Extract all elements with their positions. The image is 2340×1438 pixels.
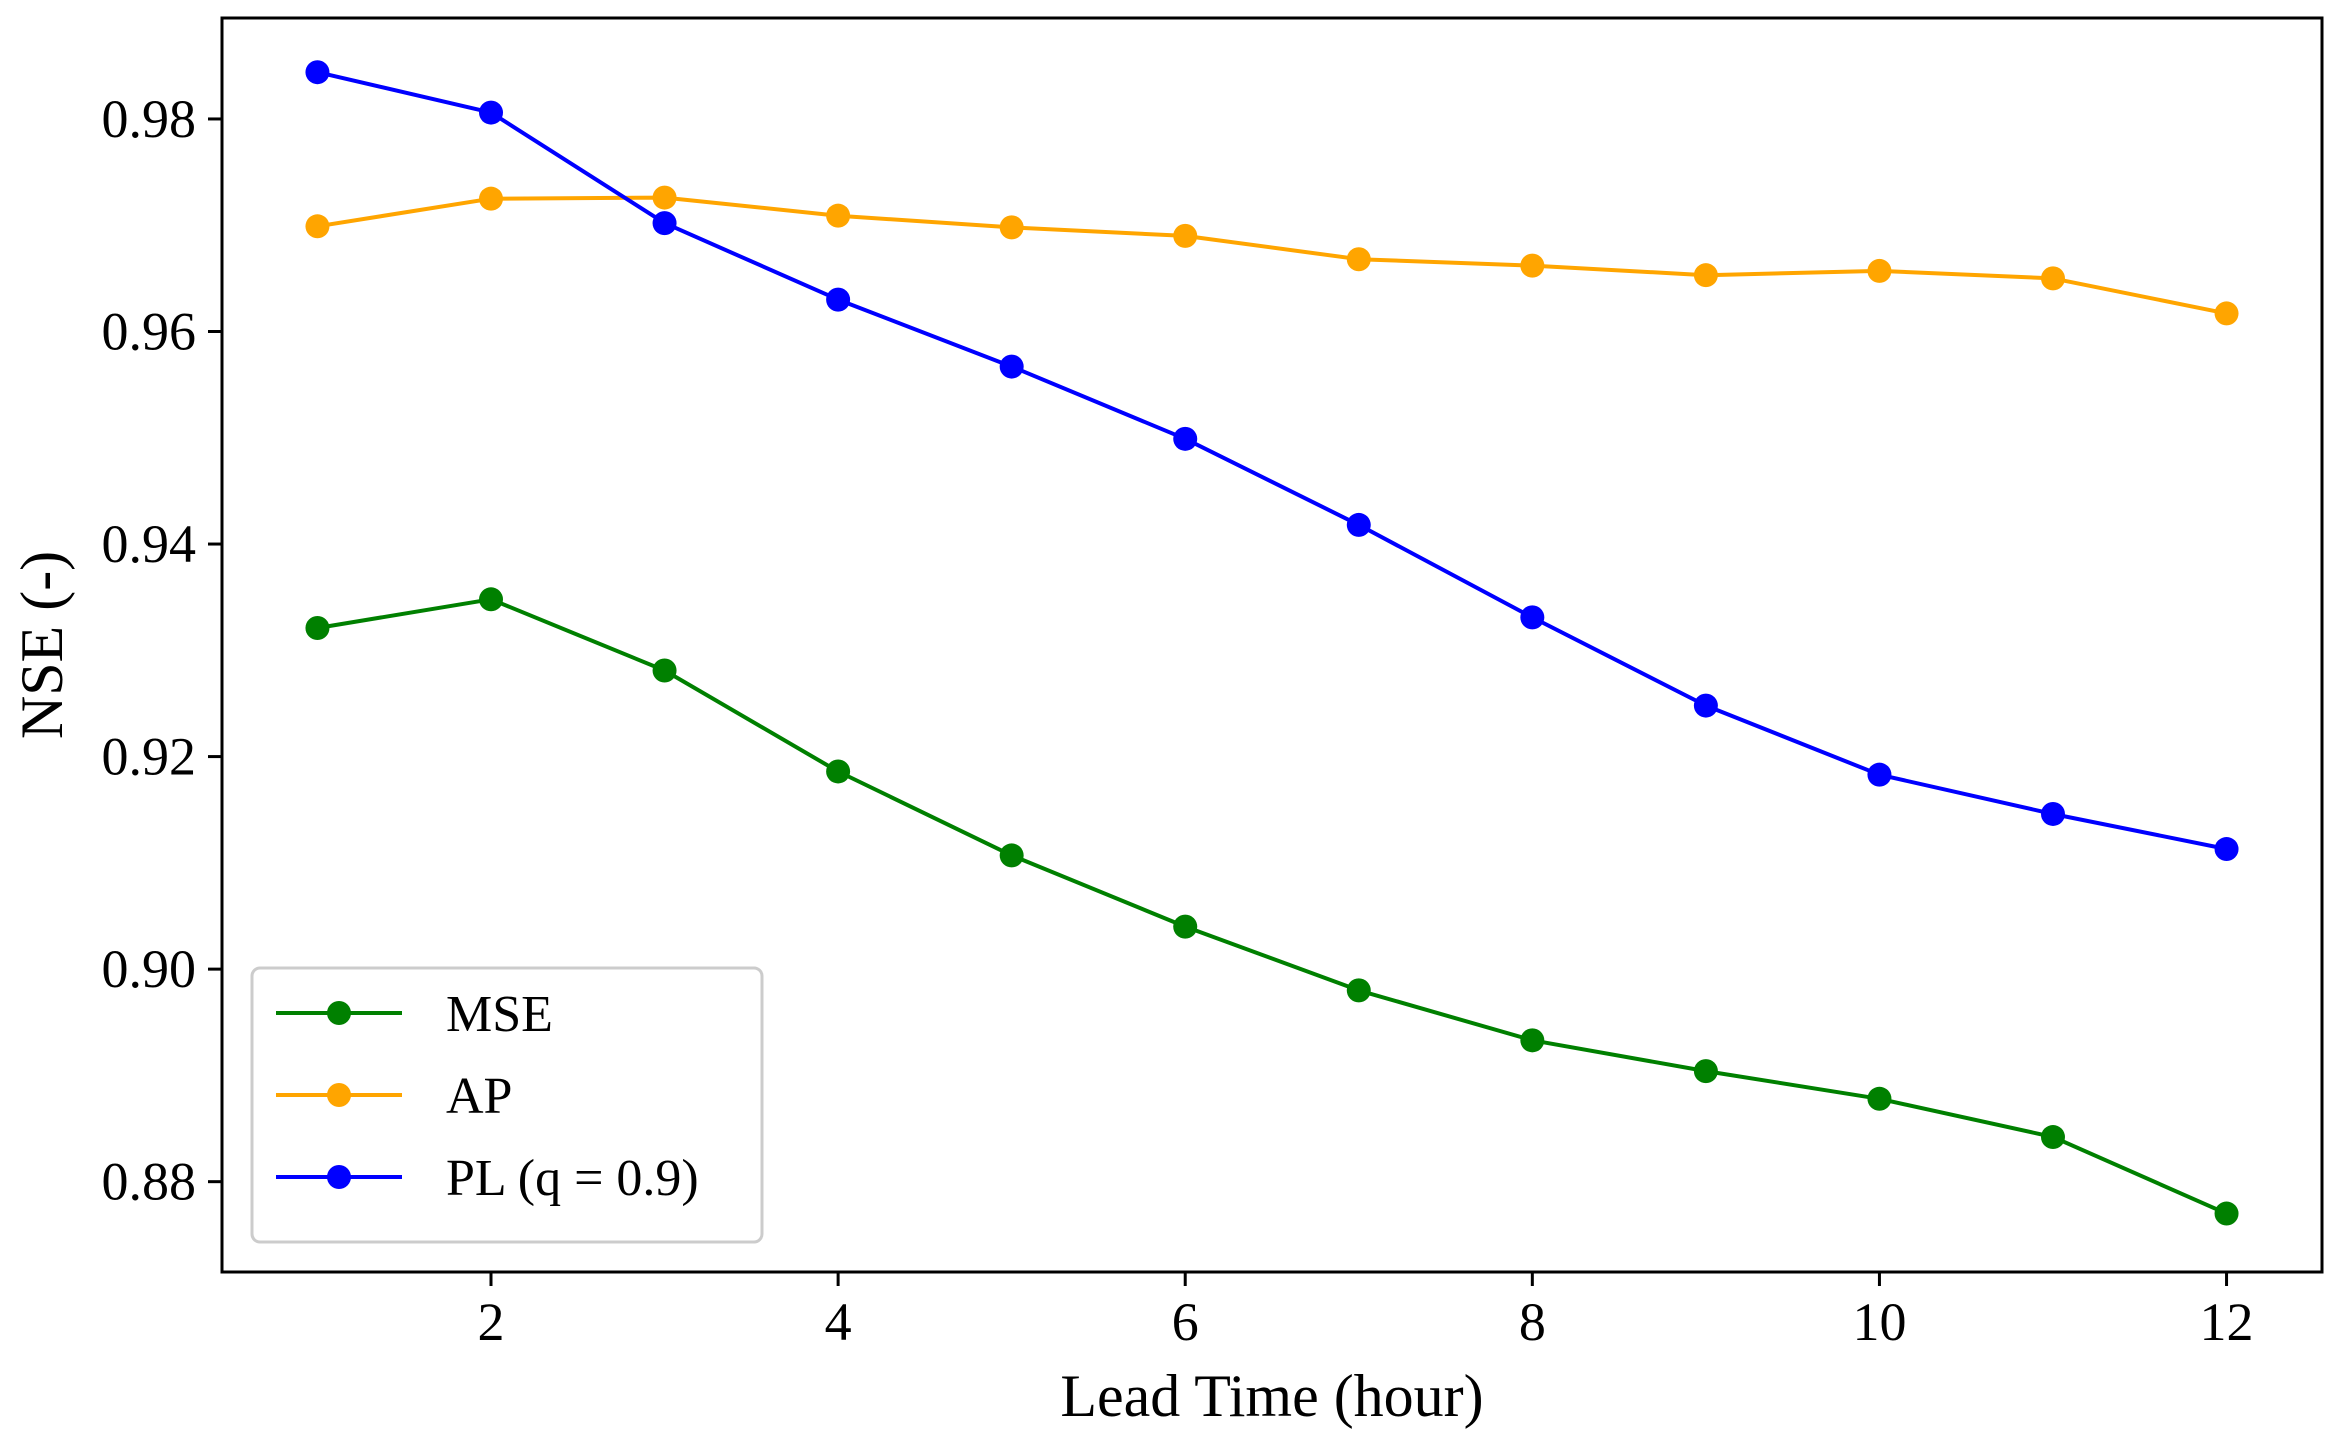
data-point <box>2214 301 2239 326</box>
data-point <box>1520 253 1545 278</box>
data-point <box>305 214 330 239</box>
data-point <box>826 287 851 312</box>
y-tick-label: 0.88 <box>102 1152 197 1212</box>
plot-frame <box>220 16 2324 1274</box>
data-point <box>826 759 851 784</box>
x-axis-label: Lead Time (hour) <box>1060 1363 1483 1429</box>
x-tick-label: 10 <box>1852 1292 1906 1352</box>
data-point <box>479 100 504 125</box>
legend-label: PL (q = 0.9) <box>446 1150 699 1207</box>
data-point <box>2214 1201 2239 1226</box>
y-tick-label: 0.92 <box>102 727 197 787</box>
y-tick-label: 0.96 <box>102 302 197 362</box>
data-point <box>479 587 504 612</box>
data-point <box>2040 266 2065 291</box>
legend-item: MSE <box>276 986 553 1043</box>
series-pl-q-0-9 <box>305 60 2239 862</box>
y-tick-label: 0.98 <box>102 89 197 149</box>
data-point <box>305 615 330 640</box>
data-point <box>1346 512 1371 537</box>
legend-marker <box>327 1083 351 1107</box>
data-point <box>1346 247 1371 272</box>
series-mse <box>305 587 2239 1226</box>
x-tick-label: 12 <box>2200 1292 2254 1352</box>
legend: MSE AP PL (q = 0.9) <box>250 966 764 1244</box>
data-point <box>652 185 677 210</box>
data-point <box>2214 837 2239 862</box>
ticks-layer: 2 4 6 8 10 12 0.88 0.90 0.92 0.94 0.96 0.98 <box>102 89 2254 1352</box>
legend-marker <box>327 1001 351 1025</box>
data-point <box>479 186 504 211</box>
data-point <box>999 843 1024 868</box>
data-point <box>999 215 1024 240</box>
series-line <box>317 195 2227 316</box>
data-point <box>826 203 851 228</box>
y-axis-label: NSE (-) <box>9 551 75 739</box>
data-point <box>652 211 677 236</box>
data-point <box>1520 605 1545 630</box>
legend-item: PL (q = 0.9) <box>276 1150 699 1207</box>
data-point <box>305 60 330 85</box>
y-tick-label: 0.90 <box>102 939 197 999</box>
data-point <box>1867 258 1892 283</box>
x-tick-label: 4 <box>825 1292 852 1352</box>
x-tick-label: 2 <box>478 1292 505 1352</box>
data-point <box>999 354 1024 379</box>
data-point <box>1693 1059 1718 1084</box>
x-tick-label: 6 <box>1172 1292 1199 1352</box>
data-point <box>2040 1125 2065 1150</box>
data-point <box>1693 693 1718 718</box>
legend-marker <box>327 1165 351 1189</box>
legend-label: MSE <box>446 986 553 1043</box>
data-point <box>1520 1028 1545 1053</box>
data-point <box>1173 223 1198 248</box>
legend-item: AP <box>276 1068 512 1125</box>
series-ap <box>305 185 2239 326</box>
data-point <box>1346 978 1371 1003</box>
legend-label: AP <box>446 1068 512 1125</box>
data-point <box>1173 914 1198 939</box>
legend-box <box>250 966 764 1244</box>
data-point <box>2040 801 2065 826</box>
data-point <box>652 658 677 683</box>
data-point <box>1867 1086 1892 1111</box>
series-line <box>317 70 2227 851</box>
data-point <box>1693 263 1718 288</box>
series-line <box>317 597 2228 1216</box>
data-point <box>1173 426 1198 451</box>
y-tick-label: 0.94 <box>102 514 197 574</box>
series-layer <box>305 60 2239 1226</box>
x-tick-label: 8 <box>1519 1292 1546 1352</box>
data-point <box>1867 762 1892 787</box>
